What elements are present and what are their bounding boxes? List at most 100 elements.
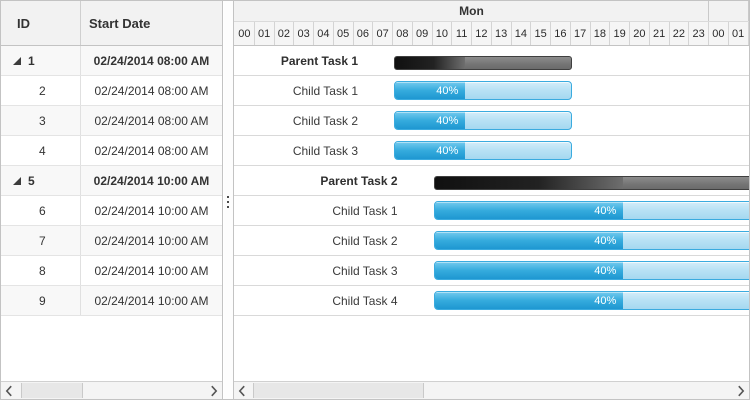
grid-row[interactable]: 8 02/24/2014 10:00 AM <box>1 256 222 286</box>
row-id: 1 <box>28 53 35 68</box>
task-row: Child Task 4 40% <box>234 286 749 316</box>
task-row: Parent Task 2 <box>234 166 749 196</box>
grid-row[interactable]: 9 02/24/2014 10:00 AM <box>1 286 222 316</box>
id-cell: 4 <box>1 136 81 165</box>
id-cell: 1 <box>1 46 81 75</box>
row-id: 4 <box>39 143 46 158</box>
chart-rows: Parent Task 1 Child Task 1 40% Child Task 2… <box>234 46 749 316</box>
task-progress: 40% <box>395 142 466 159</box>
grid-row[interactable]: 6 02/24/2014 10:00 AM <box>1 196 222 226</box>
task-bar[interactable]: 40% <box>433 231 749 250</box>
hour-cell: 01 <box>729 22 749 45</box>
hour-cell: 02 <box>275 22 295 45</box>
task-bar[interactable]: 40% <box>433 261 749 280</box>
id-cell: 3 <box>1 106 81 135</box>
column-header-start-date[interactable]: Start Date <box>89 15 151 31</box>
row-id: 2 <box>39 83 46 98</box>
hour-cell: 01 <box>255 22 275 45</box>
task-label: Child Task 1 <box>332 203 398 218</box>
expander-icon[interactable] <box>13 56 21 65</box>
day-cell <box>709 1 749 21</box>
progress-label: 40% <box>594 264 617 277</box>
id-cell: 9 <box>1 286 81 315</box>
task-bar[interactable]: 40% <box>433 201 749 220</box>
progress-label: 40% <box>436 84 459 97</box>
hour-cell: 16 <box>551 22 571 45</box>
gantt-chart-pane: Mon 00 01 02 03 04 05 06 07 08 09 10 11 12 13 14 15 16 17… <box>234 1 749 399</box>
start-date-cell: 02/24/2014 10:00 AM <box>93 173 210 188</box>
task-row: Child Task 3 40% <box>234 256 749 286</box>
chart-scrollbar-track[interactable] <box>250 382 733 399</box>
task-progress: 40% <box>434 232 624 249</box>
grid-row[interactable]: 1 02/24/2014 08:00 AM <box>1 46 222 76</box>
grid-row[interactable]: 7 02/24/2014 10:00 AM <box>1 226 222 256</box>
scroll-left-icon[interactable] <box>234 382 250 399</box>
scroll-right-icon[interactable] <box>733 382 749 399</box>
hour-cell: 05 <box>334 22 354 45</box>
id-cell: 5 <box>1 166 81 195</box>
task-bar[interactable]: 40% <box>433 291 749 310</box>
row-id: 8 <box>39 263 46 278</box>
row-id: 9 <box>39 293 46 308</box>
task-progress: 40% <box>434 262 624 279</box>
hour-cell: 07 <box>373 22 393 45</box>
hour-cell: 14 <box>512 22 532 45</box>
id-cell: 8 <box>1 256 81 285</box>
task-progress <box>434 177 624 189</box>
hour-cell: 03 <box>294 22 314 45</box>
task-label: Child Task 4 <box>332 293 398 308</box>
hour-cell: 09 <box>413 22 433 45</box>
start-date-cell: 02/24/2014 10:00 AM <box>94 263 209 278</box>
task-bar[interactable]: 40% <box>394 81 572 100</box>
splitter-handle[interactable] <box>224 1 234 399</box>
task-bar[interactable]: 40% <box>394 141 572 160</box>
grid-row[interactable]: 3 02/24/2014 08:00 AM <box>1 106 222 136</box>
progress-label: 40% <box>436 114 459 127</box>
task-label: Child Task 3 <box>292 143 358 158</box>
scroll-left-icon[interactable] <box>1 382 17 399</box>
start-date-cell: 02/24/2014 08:00 AM <box>94 83 209 98</box>
hour-cell: 10 <box>433 22 453 45</box>
hour-cell: 04 <box>314 22 334 45</box>
grid-horizontal-scrollbar[interactable] <box>1 381 222 399</box>
timeline-hour-row: 00 01 02 03 04 05 06 07 08 09 10 11 12 13 14 15 16 17 18 19… <box>234 22 749 46</box>
grid-row[interactable]: 4 02/24/2014 08:00 AM <box>1 136 222 166</box>
hour-cell: 00 <box>709 22 729 45</box>
task-progress: 40% <box>434 202 624 219</box>
hour-cell: 12 <box>472 22 492 45</box>
hour-cell: 20 <box>630 22 650 45</box>
task-bar[interactable] <box>394 56 572 70</box>
task-label: Child Task 3 <box>332 263 398 278</box>
hour-cell: 18 <box>591 22 611 45</box>
chart-horizontal-scrollbar[interactable] <box>234 381 749 399</box>
chart-scrollbar-thumb[interactable] <box>253 383 424 398</box>
grid-row[interactable]: 2 02/24/2014 08:00 AM <box>1 76 222 106</box>
task-row: Child Task 1 40% <box>234 76 749 106</box>
start-date-cell: 02/24/2014 10:00 AM <box>94 233 209 248</box>
task-label: Child Task 2 <box>332 233 398 248</box>
start-date-cell: 02/24/2014 08:00 AM <box>94 143 209 158</box>
start-date-cell: 02/24/2014 08:00 AM <box>94 113 209 128</box>
grid-rows: 1 02/24/2014 08:00 AM 2 02/24/2014 08:00 AM… <box>1 46 222 316</box>
task-label: Child Task 1 <box>292 83 358 98</box>
task-bar[interactable]: 40% <box>394 111 572 130</box>
start-date-cell: 02/24/2014 10:00 AM <box>94 203 209 218</box>
row-id: 5 <box>28 173 35 188</box>
hour-cell: 11 <box>452 22 472 45</box>
hour-cell: 17 <box>571 22 591 45</box>
task-label: Parent Task 1 <box>280 53 358 68</box>
grid-scrollbar-track[interactable] <box>17 382 206 399</box>
task-bar[interactable] <box>433 176 749 190</box>
task-row: Child Task 1 40% <box>234 196 749 226</box>
timeline-day-row: Mon <box>234 1 749 22</box>
scroll-right-icon[interactable] <box>206 382 222 399</box>
row-id: 3 <box>39 113 46 128</box>
grid-row[interactable]: 5 02/24/2014 10:00 AM <box>1 166 222 196</box>
grid-scrollbar-thumb[interactable] <box>21 383 83 398</box>
grid-header: ID Start Date <box>1 1 222 46</box>
hour-cell: 22 <box>670 22 690 45</box>
splitter-grip-icon <box>227 193 229 211</box>
expander-icon[interactable] <box>13 176 21 185</box>
column-header-id[interactable]: ID <box>1 1 81 45</box>
